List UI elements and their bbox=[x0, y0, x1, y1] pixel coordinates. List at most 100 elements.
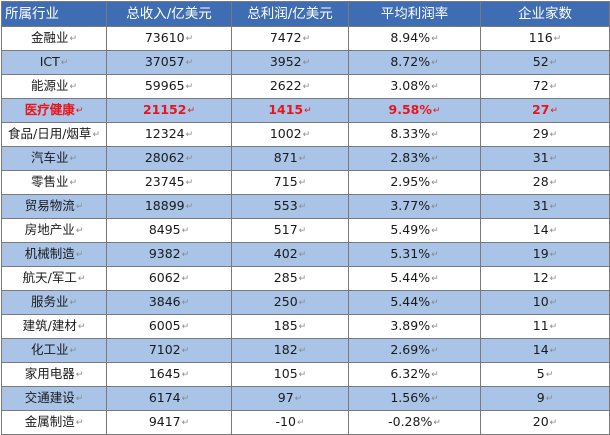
paragraph-mark-icon: ↵ bbox=[431, 58, 439, 68]
cell-industry: ICT↵ bbox=[1, 50, 107, 75]
cell-text: 21152 bbox=[142, 102, 187, 117]
header-revenue: 总收入/亿美元 bbox=[106, 1, 232, 27]
cell-margin: 9.58%↵ bbox=[348, 98, 481, 123]
cell-company-count: 14↵ bbox=[480, 338, 610, 363]
paragraph-mark-icon: ↵ bbox=[75, 106, 84, 116]
paragraph-mark-icon: ↵ bbox=[431, 394, 439, 404]
cell-company-count: 14↵ bbox=[480, 218, 610, 243]
paragraph-mark-icon: ↵ bbox=[181, 346, 190, 356]
cell-profit: 402↵ bbox=[231, 242, 349, 267]
cell-company-count: 31↵ bbox=[480, 194, 610, 219]
cell-text: 285 bbox=[273, 270, 298, 285]
cell-revenue: 3846↵ bbox=[106, 290, 232, 315]
paragraph-mark-icon: ↵ bbox=[75, 250, 84, 260]
cell-margin: 3.89%↵ bbox=[348, 314, 481, 339]
cell-text: 金属制造 bbox=[24, 414, 75, 429]
cell-company-count: 28↵ bbox=[480, 170, 610, 195]
cell-text: 402 bbox=[273, 246, 298, 261]
cell-text: 2622 bbox=[269, 78, 302, 93]
cell-text: 18899 bbox=[144, 198, 185, 213]
cell-text: 116 bbox=[528, 30, 553, 45]
cell-industry: 服务业↵ bbox=[1, 290, 107, 315]
paragraph-mark-icon: ↵ bbox=[304, 106, 312, 116]
paragraph-mark-icon: ↵ bbox=[298, 298, 307, 308]
cell-text: 3.89% bbox=[390, 318, 431, 333]
cell-margin: 3.77%↵ bbox=[348, 194, 481, 219]
cell-company-count: 5↵ bbox=[480, 362, 610, 387]
cell-text: 服务业 bbox=[30, 294, 69, 309]
paragraph-mark-icon: ↵ bbox=[185, 154, 194, 164]
cell-industry: 航天/军工↵ bbox=[1, 266, 107, 291]
paragraph-mark-icon: ↵ bbox=[549, 226, 558, 236]
paragraph-mark-icon: ↵ bbox=[185, 130, 194, 140]
table-row: 建筑/建材↵ 6005↵ 185↵ 3.89%↵ 11↵ bbox=[1, 314, 610, 339]
cell-text: 250 bbox=[273, 294, 298, 309]
table-row: 家用电器↵ 1645↵ 105↵ 6.32%↵ 5↵ bbox=[1, 362, 610, 387]
table-row: 机械制造↵ 9382↵ 402↵ 5.31%↵ 19↵ bbox=[1, 242, 610, 267]
cell-profit: 1002↵ bbox=[231, 122, 349, 147]
cell-text: 73610 bbox=[144, 30, 185, 45]
table-header-row: 所属行业 总收入/亿美元 总利润/亿美元 平均利润率 企业家数 bbox=[1, 1, 610, 27]
cell-text: 8495 bbox=[148, 222, 181, 237]
header-profit: 总利润/亿美元 bbox=[231, 1, 349, 27]
table-row: 零售业↵ 23745↵ 715↵ 2.95%↵ 28↵ bbox=[1, 170, 610, 195]
cell-revenue: 37057↵ bbox=[106, 50, 232, 75]
cell-company-count: 20↵ bbox=[480, 410, 610, 435]
table-row: 服务业↵ 3846↵ 250↵ 5.44%↵ 10↵ bbox=[1, 290, 610, 315]
paragraph-mark-icon: ↵ bbox=[549, 346, 558, 356]
cell-text: 3.77% bbox=[390, 198, 431, 213]
cell-industry: 建筑/建材↵ bbox=[1, 314, 107, 339]
cell-profit: 185↵ bbox=[231, 314, 349, 339]
cell-text: 5 bbox=[536, 366, 545, 381]
paragraph-mark-icon: ↵ bbox=[187, 106, 196, 116]
table-row: 金融业↵ 73610↵ 7472↵ 8.94%↵ 116↵ bbox=[1, 26, 610, 51]
paragraph-mark-icon: ↵ bbox=[549, 298, 558, 308]
cell-profit: 871↵ bbox=[231, 146, 349, 171]
cell-text: 553 bbox=[273, 198, 298, 213]
cell-text: 交通建设 bbox=[24, 390, 75, 405]
cell-text: 家用电器 bbox=[24, 366, 75, 381]
table-row: 化工业↵ 7102↵ 182↵ 2.69%↵ 14↵ bbox=[1, 338, 610, 363]
cell-margin: 2.83%↵ bbox=[348, 146, 481, 171]
cell-text: 5.44% bbox=[390, 270, 431, 285]
cell-text: 2.69% bbox=[390, 342, 431, 357]
cell-company-count: 9↵ bbox=[480, 386, 610, 411]
cell-text: 零售业 bbox=[30, 174, 69, 189]
cell-company-count: 72↵ bbox=[480, 74, 610, 99]
cell-text: 19 bbox=[532, 246, 549, 261]
cell-text: 食品/日用/烟草 bbox=[8, 126, 92, 141]
cell-text: 517 bbox=[273, 222, 298, 237]
paragraph-mark-icon: ↵ bbox=[549, 178, 558, 188]
cell-text: 6062 bbox=[148, 270, 181, 285]
cell-profit: 553↵ bbox=[231, 194, 349, 219]
paragraph-mark-icon: ↵ bbox=[549, 274, 558, 284]
cell-company-count: 27↵ bbox=[480, 98, 610, 123]
table-row: 航天/军工↵ 6062↵ 285↵ 5.44%↵ 12↵ bbox=[1, 266, 610, 291]
cell-text: 能源业 bbox=[30, 78, 69, 93]
paragraph-mark-icon: ↵ bbox=[298, 226, 307, 236]
paragraph-mark-icon: ↵ bbox=[431, 154, 439, 164]
cell-text: 105 bbox=[273, 366, 298, 381]
cell-margin: 5.31%↵ bbox=[348, 242, 481, 267]
paragraph-mark-icon: ↵ bbox=[298, 178, 307, 188]
cell-revenue: 12324↵ bbox=[106, 122, 232, 147]
cell-text: 28 bbox=[532, 174, 549, 189]
cell-text: 29 bbox=[532, 126, 549, 141]
table-row: 食品/日用/烟草↵ 12324↵ 1002↵ 8.33%↵ 29↵ bbox=[1, 122, 610, 147]
cell-text: 5.49% bbox=[390, 222, 431, 237]
paragraph-mark-icon: ↵ bbox=[181, 298, 190, 308]
cell-industry: 金融业↵ bbox=[1, 26, 107, 51]
cell-text: 金融业 bbox=[30, 30, 69, 45]
paragraph-mark-icon: ↵ bbox=[431, 226, 439, 236]
paragraph-mark-icon: ↵ bbox=[431, 202, 439, 212]
cell-text: 化工业 bbox=[30, 342, 69, 357]
cell-profit: 97↵ bbox=[231, 386, 349, 411]
cell-text: 5.44% bbox=[390, 294, 431, 309]
cell-profit: 182↵ bbox=[231, 338, 349, 363]
paragraph-mark-icon: ↵ bbox=[550, 106, 558, 116]
paragraph-mark-icon: ↵ bbox=[92, 130, 100, 140]
cell-text: 7472 bbox=[269, 30, 302, 45]
cell-industry: 能源业↵ bbox=[1, 74, 107, 99]
paragraph-mark-icon: ↵ bbox=[549, 202, 558, 212]
